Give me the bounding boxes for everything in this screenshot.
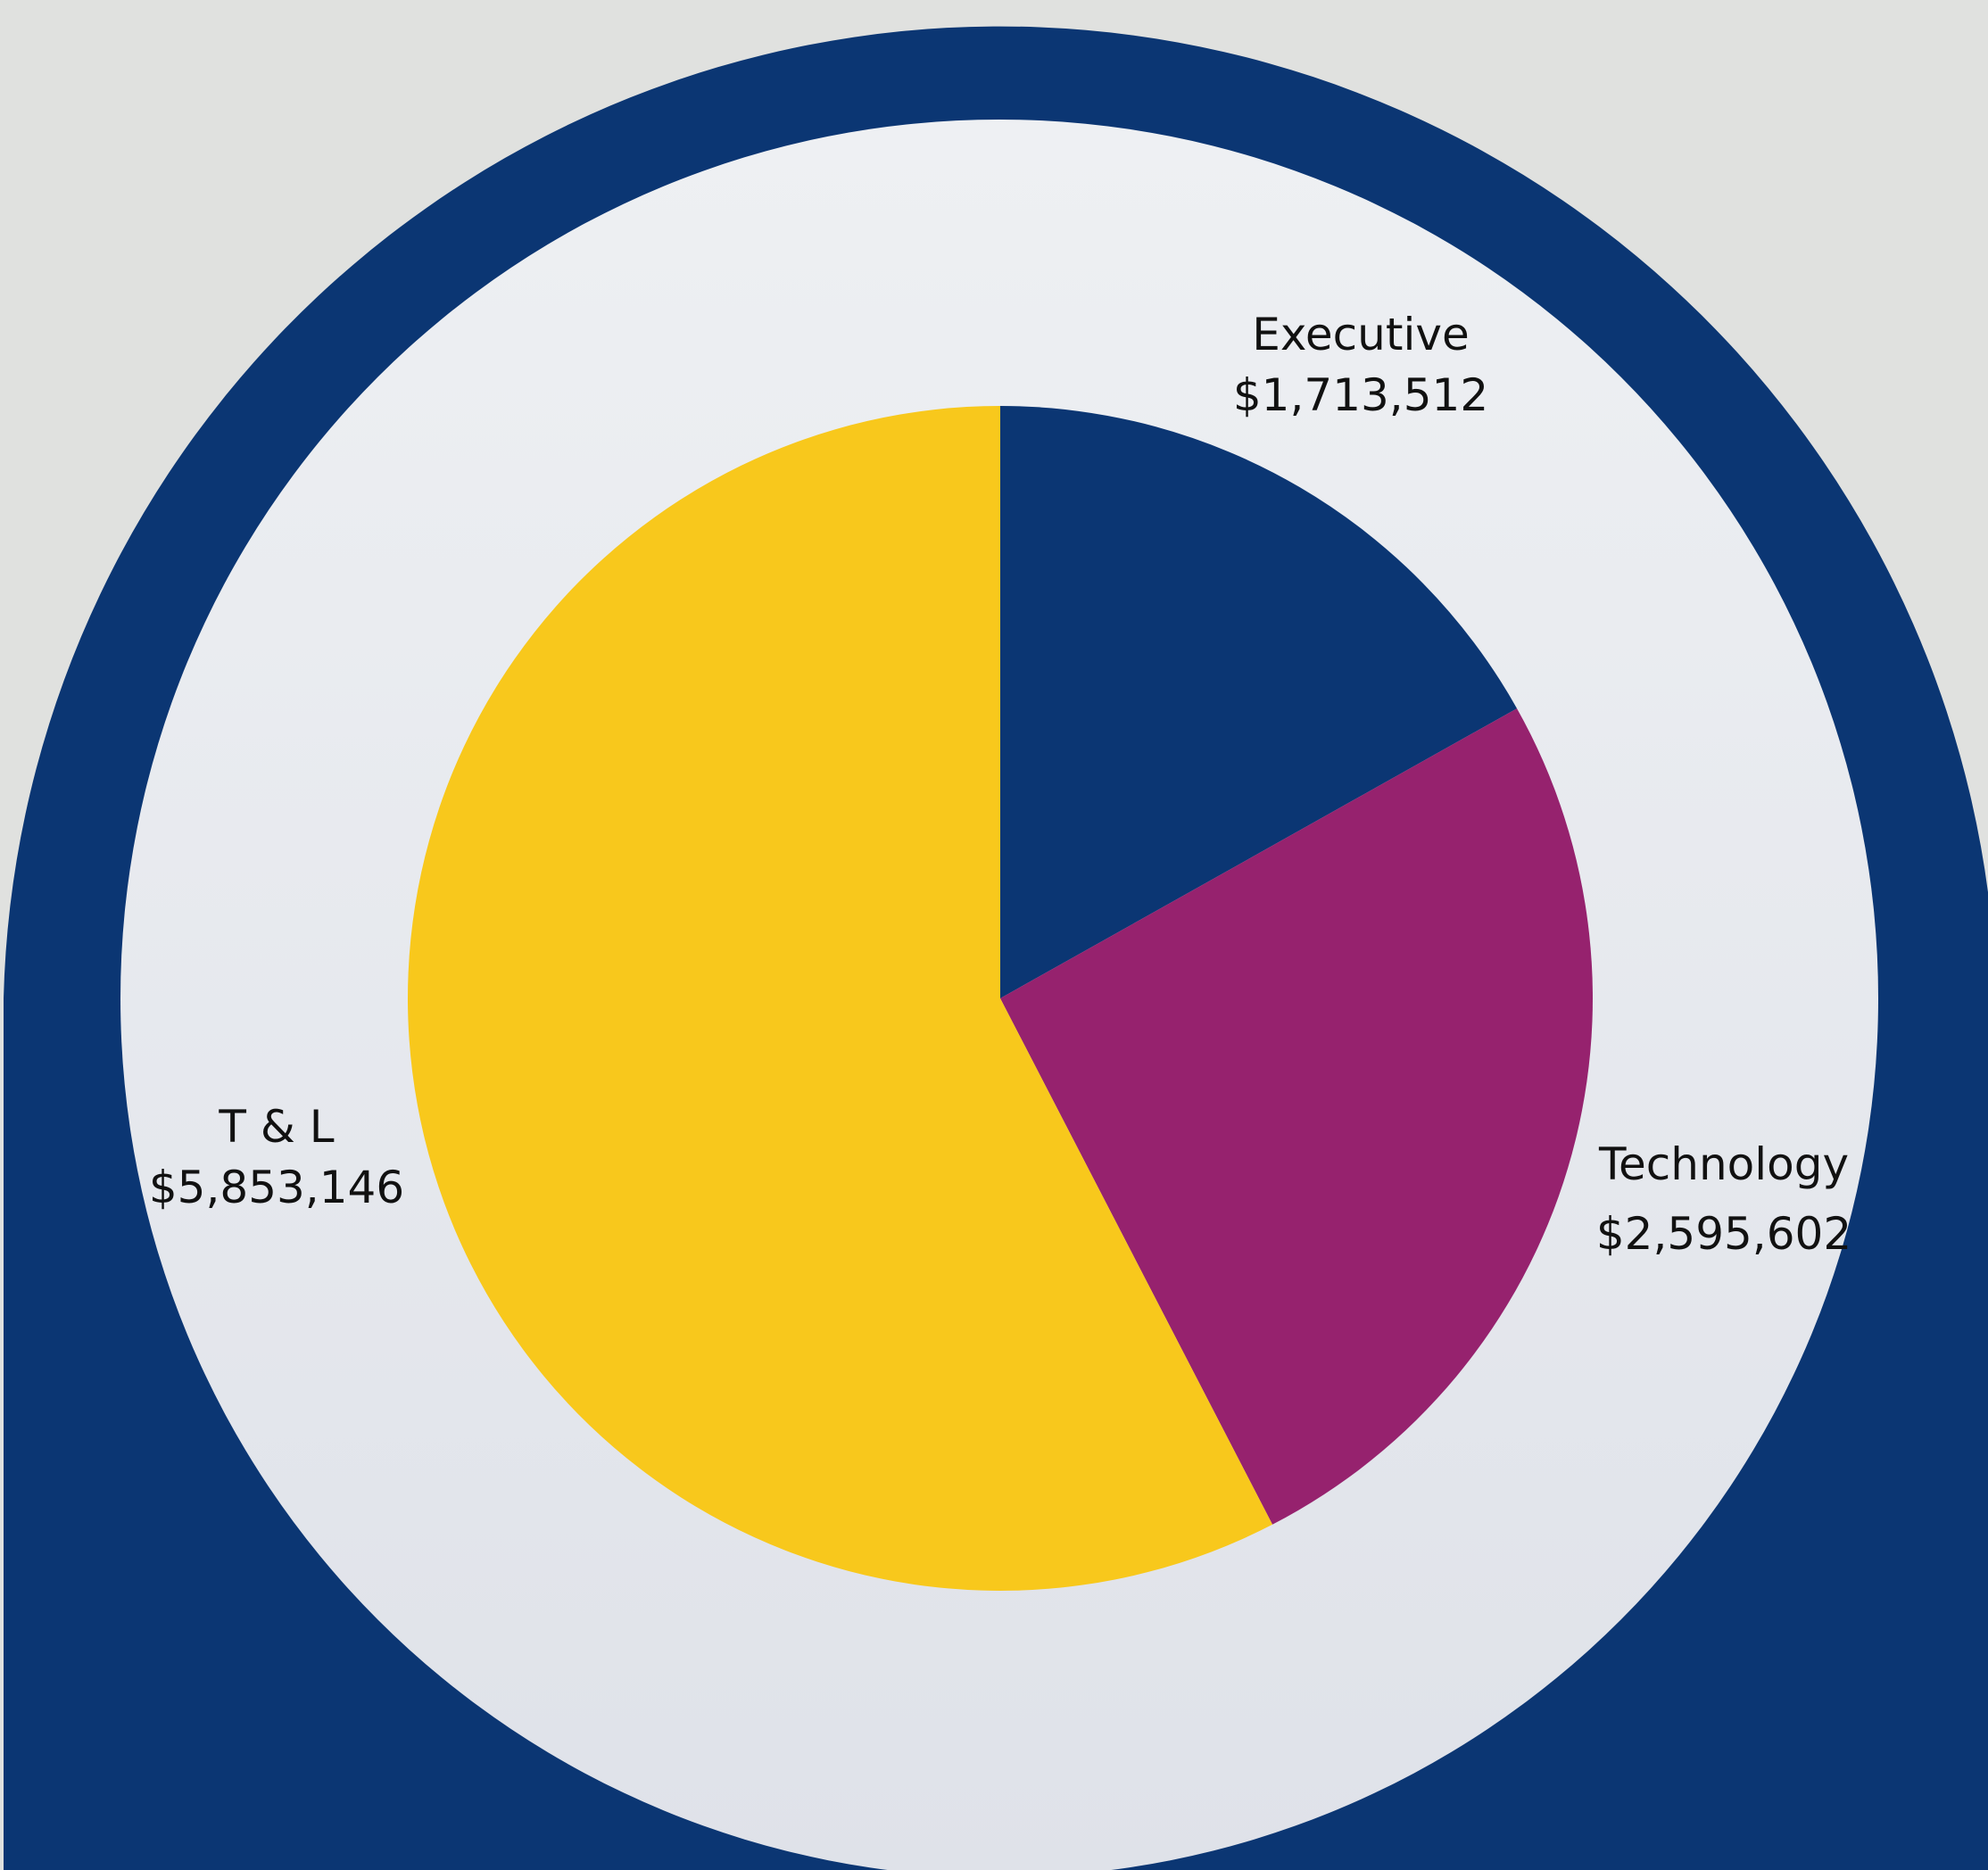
pie-slice-technology — [1000, 708, 1593, 1525]
pie-slice-executive — [1000, 406, 1518, 998]
slice-value-t-l: $5,853,146 — [149, 1162, 404, 1213]
pie-slice-t-l — [408, 406, 1273, 1592]
pie-labels: Executive $1,713,512 Technology $2,595,602 T… — [149, 309, 1851, 1260]
slice-value-technology: $2,595,602 — [1596, 1208, 1851, 1260]
slice-label-executive: Executive — [1252, 309, 1469, 360]
pie-slices — [408, 406, 1593, 1592]
slice-label-t-l: T & L — [218, 1101, 334, 1153]
slice-label-technology: Technology — [1598, 1138, 1849, 1190]
slice-value-executive: $1,713,512 — [1233, 369, 1488, 421]
